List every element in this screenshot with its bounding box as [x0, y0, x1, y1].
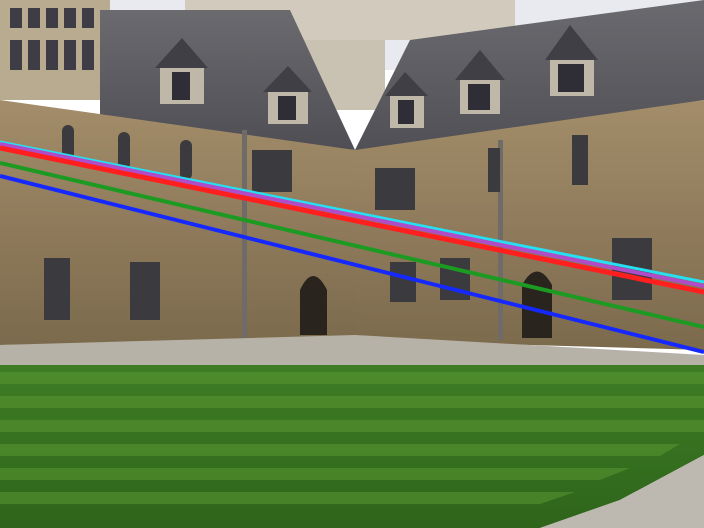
overlay-line-cyan [0, 140, 704, 284]
overlay-line-blue [0, 174, 704, 354]
doorway-right [522, 271, 552, 338]
dormers [155, 25, 598, 128]
drainpipe-right [498, 140, 503, 340]
facade-windows [44, 125, 652, 320]
lawn-stripes [0, 372, 704, 504]
drainpipe-left [242, 130, 247, 340]
walkway [0, 335, 704, 370]
path-bottom-right [540, 455, 704, 528]
doorway-left [300, 276, 327, 335]
overlay-lines [0, 140, 704, 354]
left-wing-windows [10, 8, 94, 70]
right-roof [355, 0, 704, 160]
overlay-line-green [0, 161, 704, 329]
overlay-line-red [0, 145, 704, 295]
overlay-line-magenta [0, 142, 704, 288]
